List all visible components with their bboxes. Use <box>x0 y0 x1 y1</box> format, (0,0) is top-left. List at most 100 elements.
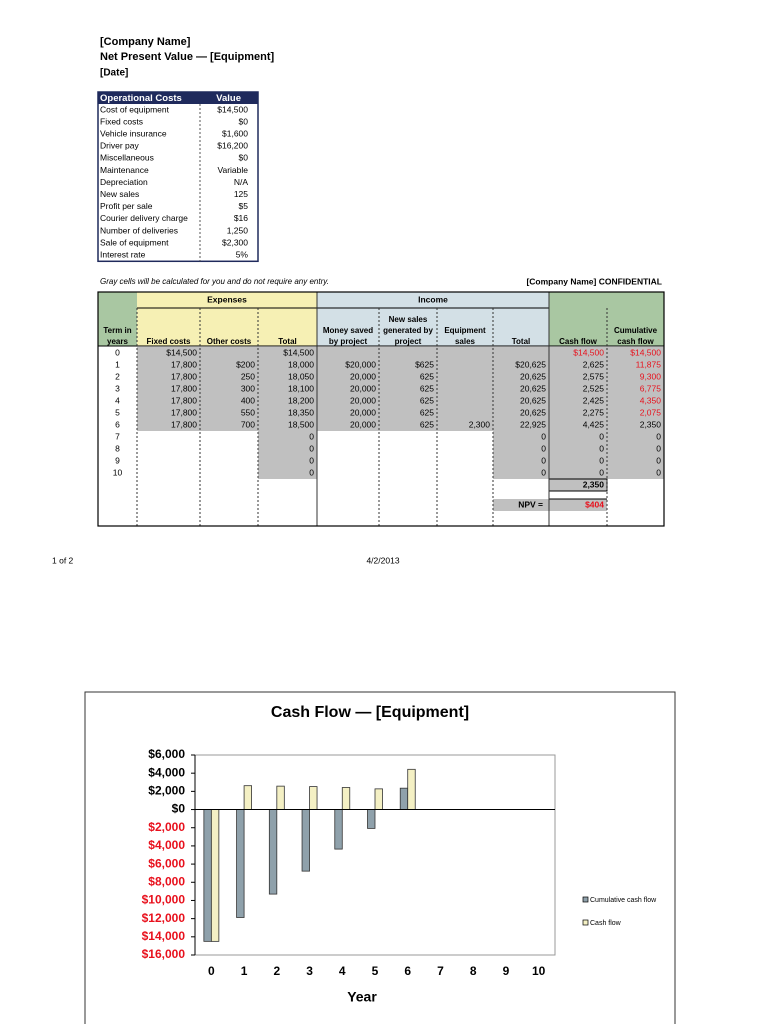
column-header: Total <box>278 337 297 346</box>
gray-cell <box>258 407 317 419</box>
doc-title: Net Present Value — [Equipment] <box>100 51 275 63</box>
cell: 7 <box>115 431 120 441</box>
gray-cell <box>379 383 437 395</box>
cell: 20,625 <box>520 371 546 381</box>
cell: 625 <box>420 395 434 405</box>
op-value: $0 <box>239 153 249 163</box>
gray-cell <box>437 407 493 419</box>
note: Gray cells will be calculated for you an… <box>100 277 329 286</box>
group-label: Expenses <box>207 294 247 304</box>
gray-cell <box>200 419 258 431</box>
gray-cell <box>549 359 607 371</box>
op-value: $16,200 <box>217 141 248 151</box>
cell: 18,500 <box>288 419 314 429</box>
y-tick-label: $2,000 <box>148 820 185 834</box>
cell: 1 <box>115 359 120 369</box>
cell: 20,625 <box>520 395 546 405</box>
op-label: Profit per sale <box>100 201 153 211</box>
cell: 17,800 <box>171 359 197 369</box>
gray-cell <box>549 443 607 455</box>
cell: 4,350 <box>640 395 662 405</box>
cell: $14,500 <box>166 347 197 357</box>
legend-swatch <box>582 919 589 926</box>
y-tick-label: $4,000 <box>148 838 185 852</box>
legend-label: Cumulative cash flow <box>590 897 657 904</box>
op-label: Miscellaneous <box>100 153 154 163</box>
bar <box>210 809 220 942</box>
gray-cell <box>317 371 379 383</box>
gray-cell <box>379 407 437 419</box>
cell: 18,050 <box>288 371 314 381</box>
x-tick-label: 4 <box>339 964 346 978</box>
column-header: project <box>395 337 422 346</box>
cell: 550 <box>241 407 255 417</box>
cell: 0 <box>656 431 661 441</box>
gray-cell <box>549 407 607 419</box>
cell: 0 <box>541 467 546 477</box>
gray-cell <box>379 395 437 407</box>
cell: 4 <box>115 395 120 405</box>
gray-cell <box>200 383 258 395</box>
table-frame <box>97 291 665 527</box>
x-tick-label: 2 <box>273 964 280 978</box>
group-bg <box>137 292 317 346</box>
gray-cell <box>200 371 258 383</box>
y-tick-label: $6,000 <box>148 747 185 761</box>
cell: 2,300 <box>469 419 491 429</box>
gray-cell <box>137 419 200 431</box>
gray-cell <box>493 499 549 511</box>
gray-cell <box>493 455 549 467</box>
y-tick-label: $0 <box>172 802 186 816</box>
cell: 400 <box>241 395 255 405</box>
cell: 20,625 <box>520 407 546 417</box>
op-value: N/A <box>234 177 249 187</box>
op-value: 125 <box>234 189 248 199</box>
gray-cell <box>437 359 493 371</box>
bar <box>334 809 343 850</box>
cell: 0 <box>656 467 661 477</box>
print-date: 4/2/2013 <box>366 555 399 565</box>
gray-cell <box>549 347 607 359</box>
cell: $200 <box>236 359 255 369</box>
op-frame <box>97 91 259 263</box>
gray-cell <box>317 407 379 419</box>
cell: 17,800 <box>171 383 197 393</box>
op-value: 1,250 <box>227 225 249 235</box>
gray-cell <box>379 371 437 383</box>
op-value: $5 <box>239 201 249 211</box>
legend-label: Cash flow <box>590 920 622 927</box>
cell: 18,000 <box>288 359 314 369</box>
cell: 2,625 <box>583 359 605 369</box>
x-tick-label: 0 <box>208 964 215 978</box>
y-tick-label: $14,000 <box>142 929 186 943</box>
gray-cell <box>437 371 493 383</box>
gray-cell <box>379 419 437 431</box>
cell: 20,000 <box>350 371 376 381</box>
gray-cell <box>200 347 258 359</box>
cell: $14,500 <box>573 347 604 357</box>
cell: 625 <box>420 419 434 429</box>
cell: 2,525 <box>583 383 605 393</box>
bar <box>374 788 383 810</box>
cell: 0 <box>309 455 314 465</box>
bar <box>243 785 252 810</box>
gray-cell <box>317 383 379 395</box>
cell: 0 <box>541 443 546 453</box>
page-number: 1 of 2 <box>52 555 74 565</box>
cell: 6 <box>115 419 120 429</box>
column-header: by project <box>329 337 368 346</box>
cell: 9,300 <box>640 371 662 381</box>
x-tick-label: 3 <box>306 964 313 978</box>
cell: 0 <box>599 455 604 465</box>
bar <box>407 768 416 810</box>
npv-value: $404 <box>585 499 604 509</box>
bar <box>301 809 310 872</box>
cell: 18,350 <box>288 407 314 417</box>
op-value: $14,500 <box>217 104 248 114</box>
cell: $14,500 <box>630 347 661 357</box>
cell: $20,000 <box>345 359 376 369</box>
op-label: Number of deliveries <box>100 225 178 235</box>
gray-cell <box>607 407 664 419</box>
column-header: cash flow <box>617 337 654 346</box>
op-label: Interest rate <box>100 250 146 260</box>
